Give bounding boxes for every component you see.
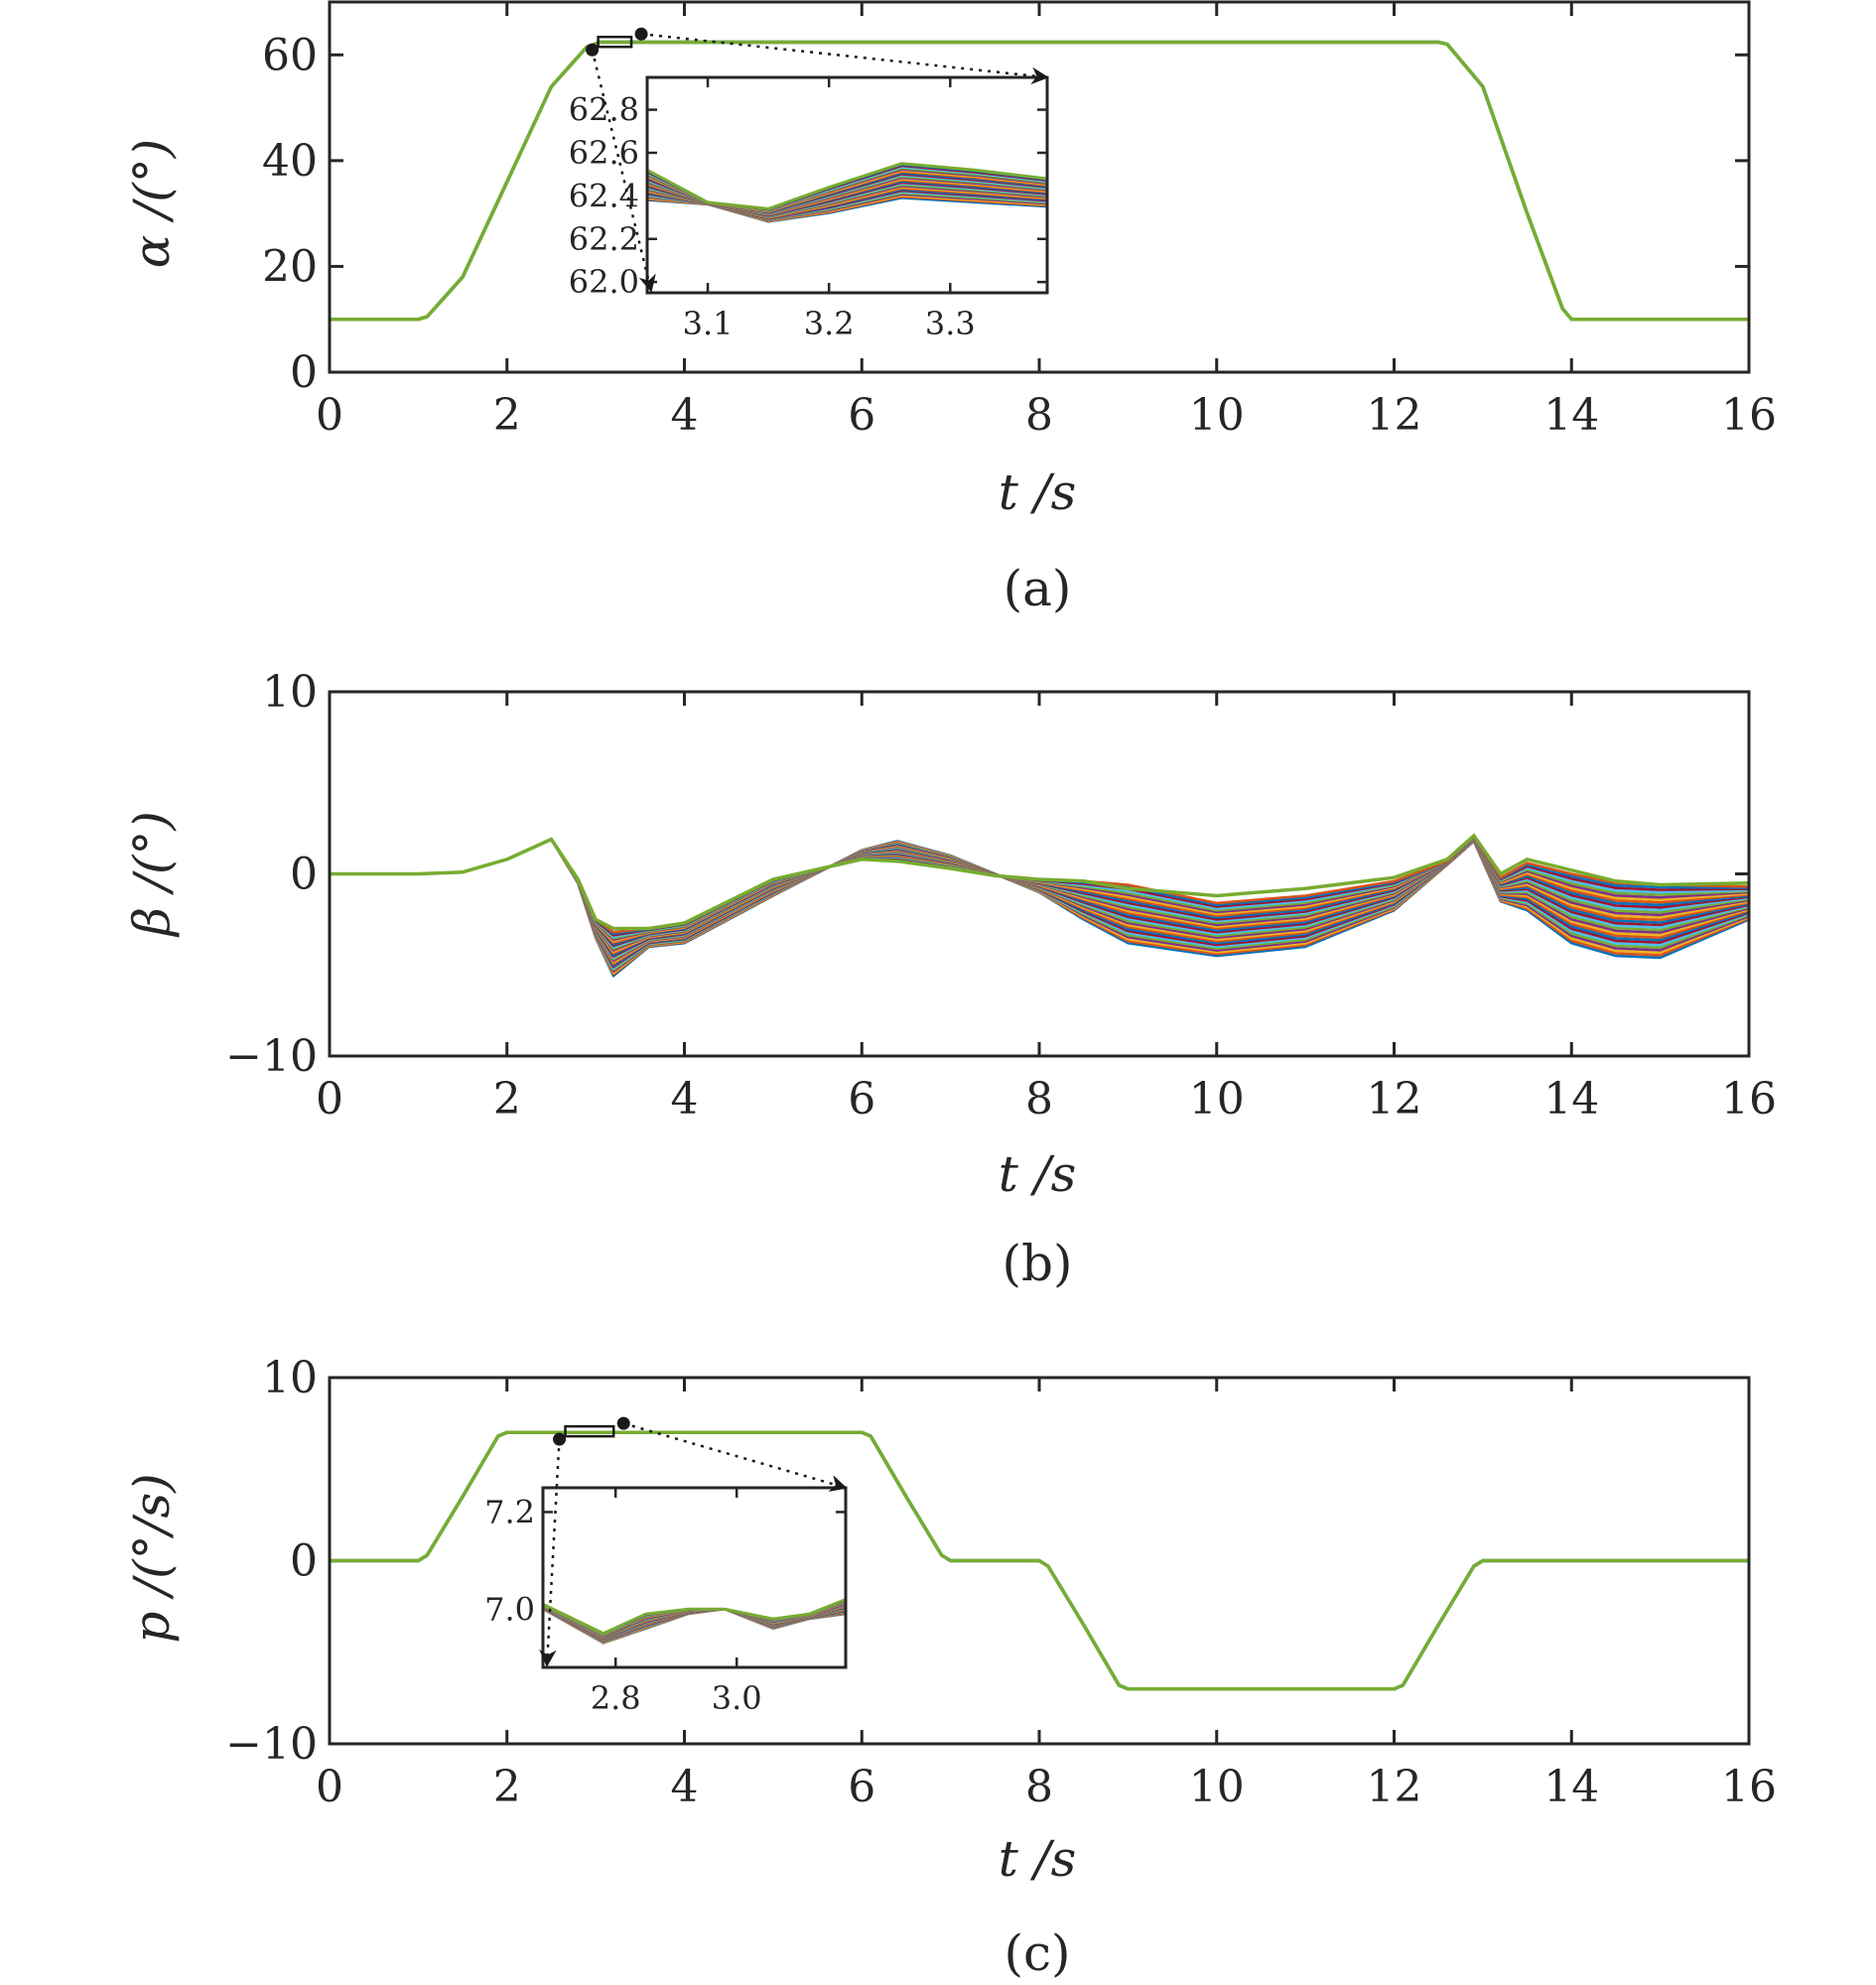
- x-tick-label: 12: [1367, 1074, 1422, 1125]
- x-tick-label: 16: [1721, 390, 1777, 441]
- axes-frame: [328, 690, 1751, 1058]
- x-tick-label: 14: [1543, 1762, 1599, 1812]
- x-tick-label: 10: [1189, 1074, 1245, 1125]
- series-line: [330, 838, 1750, 964]
- zoom-leader-arrow: [539, 1439, 561, 1667]
- x-axis-label: t /s: [999, 1145, 1077, 1203]
- inset-plot: 2.8 3.0 7.0 7.2: [484, 1486, 848, 1717]
- x-tick-label: 4: [671, 390, 699, 441]
- x-tick-label: 16: [1721, 1762, 1777, 1812]
- x-tick-label: 2: [493, 1762, 521, 1812]
- zoom-leader-arrow: [622, 1421, 848, 1493]
- y-tick-label: 0: [290, 1536, 318, 1587]
- x-tick-label: 6: [848, 390, 875, 441]
- x-axis-label: t /s: [999, 463, 1077, 521]
- y-axis-label: p /(°/s): [123, 1473, 181, 1643]
- x-tick-label: 0: [316, 1762, 343, 1812]
- x-tick-label: 4: [671, 1074, 699, 1125]
- y-tick-label: −10: [225, 1031, 318, 1082]
- x-tick-label: 2.8: [591, 1679, 641, 1717]
- y-tick-label: 10: [262, 1353, 318, 1403]
- panel-c: p /(°/s) t /s (c) 0 2 4 6 8 10 12 14 16−100102.8…: [123, 1353, 1777, 1982]
- axes-frame: [541, 1486, 848, 1669]
- x-tick-label: 8: [1025, 1762, 1053, 1812]
- series-line: [330, 1430, 1749, 1691]
- zoom-leader-arrow: [640, 32, 1049, 85]
- series-line: [330, 838, 1750, 963]
- y-tick-label: 62.8: [569, 91, 639, 129]
- zoom-indicator: [539, 1416, 848, 1667]
- x-axis-label: t /s: [999, 1830, 1077, 1888]
- panel-caption: (c): [1004, 1924, 1070, 1982]
- series-line: [543, 1598, 846, 1636]
- x-tick-label: 6: [848, 1762, 875, 1812]
- y-axis-label: β /(°): [123, 811, 181, 938]
- zoom-box: [564, 1424, 615, 1438]
- x-tick-label: 3.2: [804, 305, 855, 342]
- zoom-leader-arrow: [591, 49, 656, 293]
- panel-caption: (b): [1002, 1235, 1072, 1292]
- zoom-indicator: [586, 27, 1049, 293]
- x-tick-label: 8: [1025, 1074, 1053, 1125]
- x-tick-label: 10: [1189, 1762, 1245, 1812]
- y-tick-label: 0: [290, 347, 318, 398]
- x-tick-label: 2: [493, 1074, 521, 1125]
- x-tick-label: 3.3: [925, 305, 976, 342]
- zoom-box: [597, 35, 633, 49]
- y-axis-label: α /(°): [123, 139, 181, 269]
- y-tick-label: 62.6: [569, 134, 639, 172]
- y-tick-label: 62.2: [569, 220, 639, 258]
- x-tick-label: 0: [316, 390, 343, 441]
- series-line: [647, 162, 1047, 210]
- series-line: [330, 833, 1750, 931]
- x-tick-label: 14: [1543, 1074, 1599, 1125]
- y-tick-label: 10: [262, 667, 318, 718]
- x-tick-label: 0: [316, 1074, 343, 1125]
- series-line: [330, 40, 1749, 322]
- y-tick-label: 40: [262, 136, 318, 187]
- x-tick-label: 10: [1189, 390, 1245, 441]
- axes-frame: [328, 1376, 1751, 1746]
- x-tick-label: 12: [1367, 1762, 1422, 1812]
- x-tick-label: 12: [1367, 390, 1422, 441]
- y-tick-label: −10: [225, 1719, 318, 1770]
- y-tick-label: 60: [262, 30, 318, 80]
- y-tick-label: 0: [290, 850, 318, 900]
- inset-plot: 3.1 3.2 3.3 62.0 62.2 62.4 62.6 62.8: [569, 75, 1049, 342]
- x-tick-label: 2: [493, 390, 521, 441]
- axes-frame: [328, 0, 1751, 374]
- y-tick-label: 20: [262, 241, 318, 292]
- x-tick-label: 14: [1543, 390, 1599, 441]
- y-tick-label: 7.0: [484, 1590, 535, 1628]
- x-tick-label: 4: [671, 1762, 699, 1812]
- x-tick-label: 8: [1025, 390, 1053, 441]
- y-tick-label: 62.0: [569, 263, 639, 301]
- x-tick-label: 6: [848, 1074, 875, 1125]
- x-tick-label: 3.1: [683, 305, 734, 342]
- x-tick-label: 16: [1721, 1074, 1777, 1125]
- axes-frame: [645, 75, 1049, 295]
- inset-background: [543, 1488, 846, 1667]
- panel-caption: (a): [1004, 560, 1072, 617]
- x-tick-label: 3.0: [712, 1679, 762, 1717]
- y-tick-label: 62.4: [569, 177, 639, 214]
- y-tick-label: 7.2: [484, 1493, 535, 1530]
